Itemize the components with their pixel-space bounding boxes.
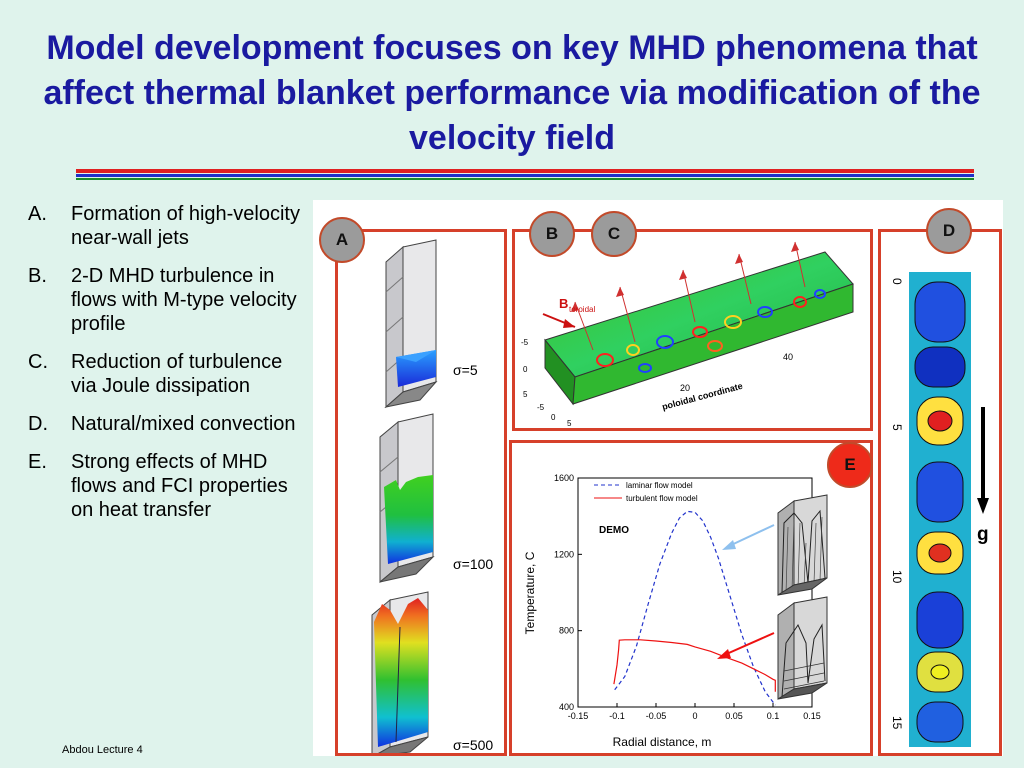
laminar-series-line <box>614 510 776 706</box>
x-tick-label: 0.05 <box>725 711 743 721</box>
duct-sigma-5: σ=5 <box>384 239 478 409</box>
temperature-chart: -0.15 -0.1 -0.05 0 0.05 0.1 0.15 400 800 1200 1600… <box>523 473 828 749</box>
badge-a: A <box>319 217 365 263</box>
b-field-label: B <box>559 296 568 311</box>
y-tick-label: 800 <box>559 626 574 636</box>
panel-d: g 0 5 10 15 <box>878 229 1002 756</box>
turbulent-series-line <box>613 639 776 692</box>
bullet-text: Natural/mixed convection <box>71 413 296 435</box>
y-axis-label: Temperature, C <box>523 551 537 634</box>
duct-sigma-100: σ=100 <box>379 413 493 584</box>
duct-sigma-500: σ=500 <box>371 591 493 758</box>
badge-e: E <box>827 442 873 488</box>
sigma-label: σ=500 <box>453 737 493 753</box>
plot-frame <box>577 477 813 708</box>
axis-label: poloidal coordinate <box>661 381 744 412</box>
panel-e: -0.15 -0.1 -0.05 0 0.05 0.1 0.15 400 800 1200 1600… <box>509 440 873 756</box>
list-item: D. Natural/mixed convection <box>28 412 308 436</box>
x-tick-label: -0.15 <box>568 711 589 721</box>
phenomena-list: A. Formation of high-velocity near-wall j… <box>28 202 308 536</box>
chart-annotation: DEMO <box>599 525 629 536</box>
bullet-text: Formation of high-velocity near-wall jet… <box>71 203 300 249</box>
chart-legend: laminar flow model turbulent flow model <box>594 481 698 503</box>
bullet-marker: E. <box>28 451 47 473</box>
x-tick-label: 0 <box>692 711 697 721</box>
turbulent-model-thumbnail <box>777 596 828 700</box>
tick-label: 40 <box>783 352 793 362</box>
tick-label: 5 <box>890 424 904 431</box>
badge-c: C <box>591 211 637 257</box>
list-item: C. Reduction of turbulence via Joule diss… <box>28 350 308 398</box>
bullet-marker: C. <box>28 351 48 373</box>
tick-label: 10 <box>890 570 904 584</box>
badge-d: D <box>926 208 972 254</box>
legend-label: turbulent flow model <box>626 494 698 503</box>
tick-label: 0 <box>890 278 904 285</box>
list-item: E. Strong effects of MHD flows and FCI pr… <box>28 450 308 522</box>
bullet-marker: B. <box>28 265 47 287</box>
gravity-label: g <box>977 524 989 545</box>
panel-bc: B toroidal poloidal coordinate 20 40 -5 … <box>512 229 873 431</box>
x-tick-label: -0.1 <box>609 711 625 721</box>
tick-label: 20 <box>680 383 690 393</box>
title-divider-blue <box>76 174 974 177</box>
b-field-subscript: toroidal <box>569 305 595 314</box>
sigma-label: σ=5 <box>453 362 478 378</box>
tick-label: 5 <box>523 390 528 399</box>
bullet-text: 2-D MHD turbulence in flows with M-type … <box>71 265 297 335</box>
x-axis-label: Radial distance, m <box>613 735 712 749</box>
tick-label: 0 <box>551 413 556 422</box>
x-tick-label: -0.05 <box>646 711 667 721</box>
title-divider-green <box>76 178 974 180</box>
convection-cells-graphic: g 0 5 10 15 <box>890 272 989 747</box>
y-tick-label: 400 <box>559 702 574 712</box>
bullet-text: Strong effects of MHD flows and FCI prop… <box>71 451 288 521</box>
bullet-marker: A. <box>28 203 47 225</box>
tick-label: 0 <box>523 365 528 374</box>
composite-figure: σ=5 σ=100 σ=500 A <box>313 200 1003 758</box>
x-tick-label: 0.15 <box>803 711 821 721</box>
y-tick-label: 1600 <box>554 473 574 483</box>
bullet-marker: D. <box>28 413 48 435</box>
list-item: A. Formation of high-velocity near-wall j… <box>28 202 308 250</box>
footer-text: Abdou Lecture 4 <box>62 744 143 756</box>
badge-b: B <box>529 211 575 257</box>
tick-label: -5 <box>521 338 529 347</box>
bullet-text: Reduction of turbulence via Joule dissip… <box>71 351 283 397</box>
panel-a: σ=5 σ=100 σ=500 <box>335 229 507 758</box>
laminar-model-thumbnail <box>777 494 828 596</box>
tick-label: 5 <box>567 419 572 428</box>
sigma-label: σ=100 <box>453 556 493 572</box>
legend-label: laminar flow model <box>626 481 693 490</box>
x-tick-label: 0.1 <box>767 711 780 721</box>
tick-label: -5 <box>537 403 545 412</box>
list-item: B. 2-D MHD turbulence in flows with M-typ… <box>28 264 308 336</box>
duct-profiles-graphic: σ=5 σ=100 σ=500 <box>371 239 493 758</box>
y-tick-label: 1200 <box>554 549 574 559</box>
tick-label: 15 <box>890 716 904 730</box>
title-divider-red <box>76 169 974 173</box>
slide-title: Model development focuses on key MHD phe… <box>43 29 981 157</box>
mhd-turbulence-graphic: B toroidal poloidal coordinate 20 40 -5 … <box>521 241 854 428</box>
